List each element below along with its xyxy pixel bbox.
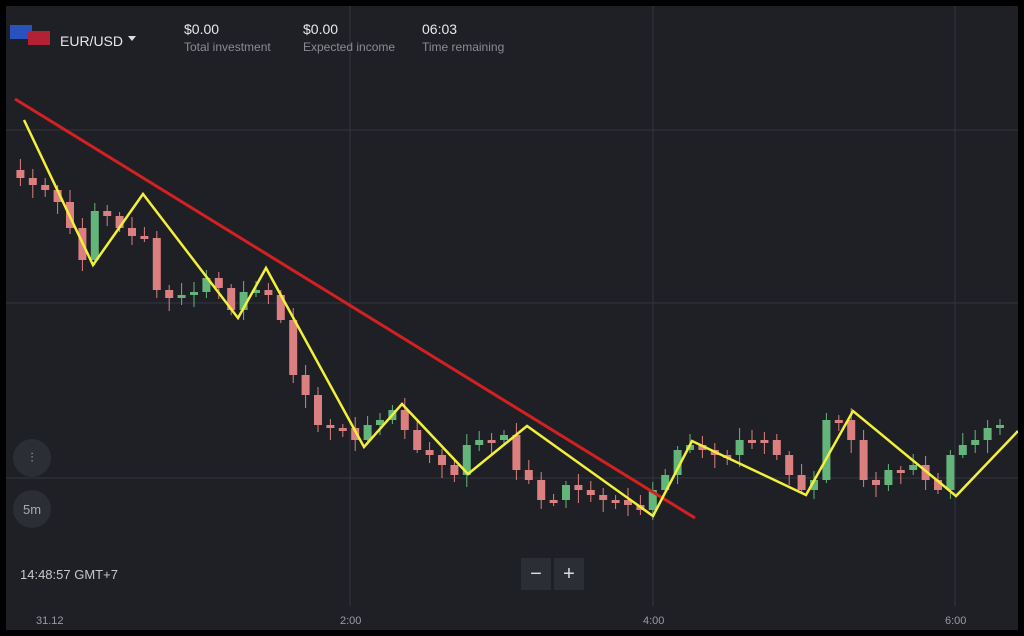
stat-value: $0.00 (303, 21, 339, 37)
candles (16, 159, 1004, 520)
candle-body (574, 485, 583, 490)
stat-value: $0.00 (184, 21, 220, 37)
candle-body (586, 490, 595, 495)
candle-body (599, 495, 608, 500)
candle-body (971, 440, 980, 445)
candle-body (797, 475, 806, 490)
candle-body (648, 490, 657, 510)
candle-body (735, 440, 744, 455)
candle-body (872, 480, 880, 485)
candle-body (500, 435, 508, 440)
candle-body (475, 440, 484, 445)
candle-body (103, 211, 112, 216)
stat-label: Expected income (303, 40, 396, 54)
candle-body (909, 465, 918, 470)
candle-body (400, 410, 409, 430)
flag-us (28, 31, 50, 45)
candle-body (326, 425, 335, 428)
candle-body (748, 440, 756, 443)
candle-body (673, 450, 682, 475)
price-chart (6, 6, 1018, 606)
candle-body (289, 320, 298, 375)
time-label: 4:00 (643, 615, 665, 627)
candle-body (512, 435, 521, 470)
chart-type-button[interactable]: ⫶ (13, 439, 51, 477)
stat-label: Time remaining (422, 40, 505, 54)
candle-body (785, 455, 794, 475)
candle-body (425, 450, 434, 455)
candle-body (140, 236, 149, 239)
candle-body (996, 425, 1004, 428)
candle-body (611, 500, 620, 503)
dropdown-caret[interactable] (128, 36, 136, 41)
candle-body (537, 480, 546, 500)
flag-eu (10, 25, 32, 39)
candle-body (810, 480, 818, 490)
candle-body (698, 445, 707, 450)
grid (6, 6, 1018, 606)
stat-label: Total investment (184, 40, 271, 54)
candle-body (128, 228, 136, 236)
candle-body (177, 295, 186, 298)
candle-body (363, 425, 372, 440)
candle-body (28, 178, 37, 185)
candle-body (450, 465, 459, 475)
candle-body (847, 420, 856, 440)
candle-body (772, 440, 781, 455)
candle-body (239, 292, 248, 310)
zigzag-line (22, 119, 1018, 518)
candle-body (314, 395, 322, 425)
candle-body (946, 455, 955, 490)
candle-body (115, 216, 124, 228)
candle-body (165, 290, 174, 298)
candle-body (462, 445, 471, 475)
candle-body (934, 480, 942, 490)
candle-body (760, 440, 769, 443)
candle-body (227, 288, 236, 310)
candle-body (661, 475, 670, 490)
candle-body (214, 278, 223, 288)
time-label: 2:00 (340, 615, 362, 627)
candle-body (53, 190, 62, 202)
candle-body (562, 485, 570, 500)
candle-body (983, 428, 992, 440)
candle-body (190, 292, 198, 295)
candle-body (41, 185, 50, 190)
candle-body (264, 290, 273, 295)
candle-body (859, 440, 868, 480)
zoom-in-button[interactable]: + (554, 558, 584, 590)
candle-body (252, 290, 260, 293)
candle-body (438, 455, 446, 465)
candle-body (202, 278, 211, 292)
trading-screen: EUR/USD $0.00 Total investment $0.00 Exp… (6, 6, 1018, 630)
candle-body (301, 375, 310, 395)
timeframe-button[interactable]: 5m (13, 490, 51, 528)
candle-body (90, 211, 99, 260)
candle-body (822, 420, 831, 480)
candle-body (524, 470, 533, 480)
candle-body (152, 238, 161, 290)
candle-body (16, 170, 25, 178)
time-label: 6:00 (945, 615, 967, 627)
candle-body (624, 500, 632, 505)
candle-body (338, 428, 347, 431)
clock: 14:48:57 GMT+7 (20, 567, 118, 582)
time-label: 31.12 (36, 615, 64, 627)
trend-line (14, 97, 696, 520)
candle-body (958, 445, 967, 455)
candle-body (413, 430, 422, 450)
candle-body (276, 295, 285, 320)
candle-body (351, 428, 360, 440)
zoom-out-button[interactable]: − (521, 558, 551, 590)
candle-body (487, 440, 496, 443)
candle-body (896, 470, 905, 473)
stat-value: 06:03 (422, 21, 458, 37)
candle-body (834, 420, 843, 423)
candle-body (884, 470, 893, 485)
pair-name[interactable]: EUR/USD (60, 33, 124, 49)
candle-body (376, 420, 384, 425)
candle-body (549, 500, 558, 503)
